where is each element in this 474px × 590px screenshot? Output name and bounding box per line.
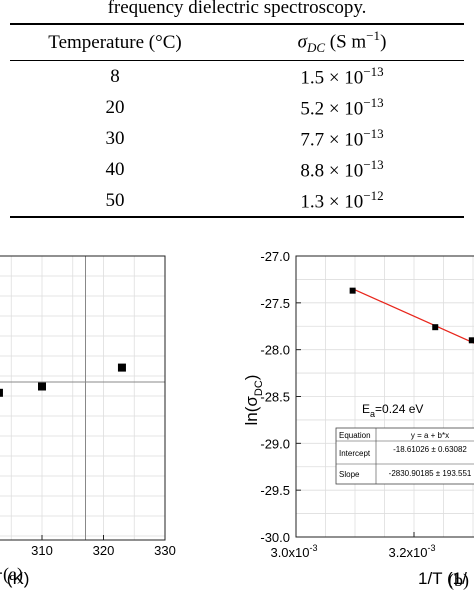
cell-sigma: 1.5 × 10−13 <box>220 61 464 93</box>
panel-b-x-tick-label: 3.2x10-3 <box>388 543 435 560</box>
cell-sigma: 1.3 × 10−12 <box>220 185 464 217</box>
cell-exponent: −13 <box>363 94 384 110</box>
panel-a-chart: 310 320 330 T (K)(a) <box>0 255 176 588</box>
panel-a-data-point <box>38 382 46 391</box>
panel-b-fit-table <box>335 427 474 485</box>
fit-equation-value: y = a + b*x <box>411 431 449 440</box>
cell-sigma: 8.8 × 10−13 <box>220 154 464 185</box>
sigma-unit: (S m <box>325 31 367 53</box>
panel-b-data-point <box>349 287 356 294</box>
cell-temperature: 40 <box>105 158 125 180</box>
panel-a-data-point <box>117 363 126 372</box>
cell-temperature: 50 <box>105 189 125 211</box>
panel-a-x-tick-label: 320 <box>93 543 115 558</box>
table-row: 50 1.3 × 10−12 <box>10 185 464 217</box>
panel-a-label: (a) <box>3 564 23 585</box>
cell-mantissa: 1.3 × 10 <box>300 191 364 213</box>
panel-b-y-tick-label: -27.0 <box>260 249 290 264</box>
panel-a-x-axis-label: T (K) <box>0 569 29 588</box>
cell-mantissa: 5.2 × 10 <box>300 98 364 120</box>
sigma-subscript: DC <box>306 40 326 56</box>
table-row: 40 8.8 × 10−13 <box>10 154 464 185</box>
panel-b-chart: -27.0 -27.5 -28.0 -28.5 -29.0 -29.5 -30.03.0x1… <box>242 249 474 590</box>
panel-a-frame <box>0 255 166 541</box>
panel-b-y-tick-label: -29.5 <box>260 483 290 498</box>
table-caption: frequency dielectric spectroscopy. <box>107 0 367 18</box>
sigma-close: ) <box>380 31 387 53</box>
fit-equation-label: Equation <box>339 431 371 440</box>
cell-sigma: 5.2 × 10−13 <box>220 92 464 123</box>
panel-b-y-axis-label: ln(σDC) <box>242 375 265 426</box>
panel-a-data-point <box>0 388 3 397</box>
panel-b-activation-energy-label: Ea=0.24 eV <box>362 402 423 419</box>
header-temperature: Temperature (°C) <box>48 31 182 53</box>
panel-b-label: (b) <box>448 570 469 590</box>
cell-temperature: 20 <box>105 96 125 118</box>
cell-exponent: −12 <box>363 187 384 203</box>
panel-a-x-tick-label: 330 <box>154 543 176 558</box>
panel-b-x-tick-label: 3.0x10-3 <box>270 543 317 560</box>
header-sigma: σDC (S m−1) <box>220 24 464 61</box>
cell-temperature: 30 <box>105 127 125 149</box>
panel-b-y-tick-label: -28.0 <box>260 343 290 358</box>
fit-slope-value: -2830.90185 ± 193.551 <box>389 469 472 478</box>
cell-sigma: 7.7 × 10−13 <box>220 123 464 154</box>
table-row: 8 1.5 × 10−13 <box>10 61 464 93</box>
table-row: 20 5.2 × 10−13 <box>10 92 464 123</box>
cell-temperature: 8 <box>110 65 120 87</box>
panel-b-data-point <box>468 337 474 344</box>
table-row: 30 7.7 × 10−13 <box>10 123 464 154</box>
panel-b-y-tick-label: -27.5 <box>260 296 290 311</box>
cell-mantissa: 8.8 × 10 <box>300 160 364 182</box>
panel-a-x-tick-label: 310 <box>31 543 53 558</box>
cell-exponent: −13 <box>363 63 384 79</box>
sigma-unit-exponent: −1 <box>366 28 381 44</box>
conductivity-table: Temperature (°C) σDC (S m−1) 8 1.5 × 10−1… <box>10 23 464 218</box>
fit-intercept-value: -18.61026 ± 0.63082 <box>393 445 467 454</box>
panel-b-y-tick-label: -28.5 <box>260 390 290 405</box>
cell-exponent: −13 <box>363 125 384 141</box>
panel-b-y-tick-label: -29.0 <box>260 436 290 451</box>
cell-mantissa: 7.7 × 10 <box>300 129 364 151</box>
sigma-symbol: σ <box>297 31 307 53</box>
table-header-row: Temperature (°C) σDC (S m−1) <box>10 24 464 61</box>
panel-b-x-axis-label: 1/T (1/ <box>418 569 467 588</box>
cell-mantissa: 1.5 × 10 <box>300 67 364 89</box>
panel-b-y-tick-label: -30.0 <box>260 530 290 545</box>
panel-a-plot-area <box>0 256 165 540</box>
panel-b-data-point <box>432 324 439 331</box>
fit-slope-label: Slope <box>339 470 360 479</box>
fit-intercept-label: Intercept <box>339 449 371 458</box>
cell-exponent: −13 <box>363 156 384 172</box>
